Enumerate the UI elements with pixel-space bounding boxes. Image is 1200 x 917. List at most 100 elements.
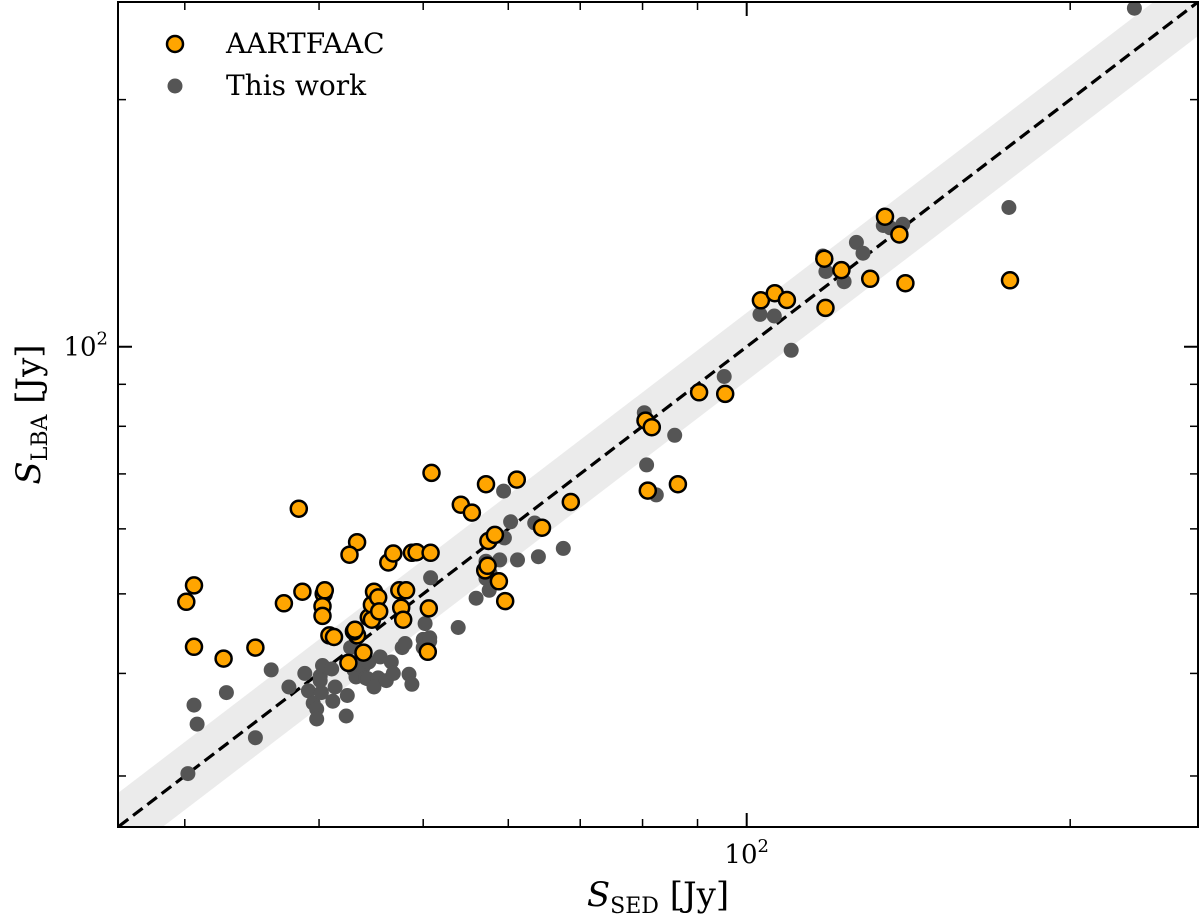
reference-line [118,2,1198,827]
scatter-point-aartfaac [816,298,835,318]
scatter-point-this-work [186,697,202,713]
scatter-point-aartfaac [315,581,335,600]
scatter-point-this-work [530,549,546,565]
scatter-point-this-work [510,552,525,568]
scatter-point-aartfaac [689,383,709,402]
scatter-point-this-work [555,540,571,556]
scatter-point-this-work [848,234,864,250]
scatter-point-this-work [325,693,341,709]
y-axis-label: SLBA [Jy] [9,344,53,484]
legend-label-this-work: This work [226,69,367,102]
scatter-point-aartfaac [668,474,688,494]
scatter-point-this-work [1001,200,1017,215]
scatter-point-this-work [639,457,655,473]
scatter-point-this-work [783,342,799,358]
scatter-point-this-work [339,688,355,703]
scatter-point-aartfaac [642,417,662,437]
scatter-point-aartfaac [177,592,196,612]
scatter-point-this-work [309,711,325,727]
scatter-point-aartfaac [495,591,515,611]
y-tick-label: 102 [63,329,108,363]
scatter-point-aartfaac [532,518,552,537]
scatter-point-this-work [503,514,519,530]
plot-frame [117,1,1199,828]
scatter-point-aartfaac [184,637,204,657]
scatter-point-this-work [468,590,484,606]
x-axis-label: SSED [Jy] [587,875,729,917]
scatter-point-aartfaac [485,525,505,545]
scatter-point-aartfaac [507,470,527,489]
scatter-point-aartfaac [313,606,332,626]
scatter-point-aartfaac [421,543,440,563]
scatter-point-this-work [855,245,871,261]
scatter-point-aartfaac [896,273,915,293]
scatter-point-this-work [450,620,466,635]
scatter-point-this-work [667,427,683,443]
scatter-point-aartfaac [777,290,797,310]
scatter-point-aartfaac [638,481,658,500]
scatter-point-aartfaac [476,474,496,494]
scatter-point-this-work [247,730,263,746]
scatter-point-this-work [404,676,420,692]
scatter-point-aartfaac [561,492,581,512]
scatter-point-aartfaac [489,572,509,591]
scatter-point-this-work [297,665,313,681]
scatter-point-aartfaac [184,576,204,595]
legend-marker-this-work [167,78,183,94]
scatter-point-aartfaac [339,653,358,673]
scatter-point-this-work [417,616,433,632]
scatter-point-aartfaac [462,503,482,522]
scatter-point-this-work [716,369,732,384]
scatter-point-this-work [423,570,439,586]
scatter-point-aartfaac [815,249,834,268]
x-tick-label: 102 [724,836,769,870]
scatter-point-this-work [189,716,205,732]
scatter-point-this-work [300,683,316,699]
scatter-point-aartfaac [384,544,403,563]
scatter-point-aartfaac [860,269,880,289]
scatter-point-this-work [422,630,438,646]
scatter-point-this-work [327,679,343,695]
scatter-point-aartfaac [832,260,851,280]
scatter-point-aartfaac [875,207,895,226]
scatter-point-this-work [496,483,512,499]
legend-marker-aartfaac [165,34,185,54]
scatter-point-aartfaac [478,556,497,576]
scatter-point-aartfaac [324,627,344,647]
scatter-point-this-work [281,679,297,695]
scatter-point-aartfaac [246,638,265,657]
scatter-band [118,2,1198,827]
scatter-point-this-work [324,661,340,677]
scatter-point-this-work [397,636,413,651]
scatter-point-aartfaac [214,649,233,668]
scatter-point-aartfaac [715,384,735,404]
scatter-point-this-work [752,306,768,322]
scatter-point-aartfaac [418,642,438,662]
scatter-point-aartfaac [422,463,441,483]
scatter-point-this-work [766,308,782,324]
legend-label-aartfaac: AARTFAAC [225,27,385,60]
scatter-point-this-work [313,685,329,701]
scatter-point-aartfaac [293,582,312,601]
scatter-point-aartfaac [354,643,373,662]
scatter-point-aartfaac [345,620,365,640]
scatter-point-aartfaac [369,602,389,621]
scatter-point-aartfaac [274,594,294,613]
scatter-point-this-work [1126,2,1142,16]
scatter-point-aartfaac [419,599,439,618]
scatter-point-this-work [312,673,328,689]
scatter-point-aartfaac [396,581,416,600]
scatter-point-aartfaac [1000,271,1020,290]
scatter-point-this-work [338,708,354,724]
scatter-point-aartfaac [340,545,359,564]
scatter-point-this-work [385,665,401,681]
scatter-point-this-work [180,766,196,782]
scatter-point-aartfaac [890,225,909,244]
scatter-point-this-work [818,264,834,279]
scatter-point-aartfaac [393,610,413,629]
scatter-point-this-work [218,685,234,701]
scatter-point-this-work [383,654,399,670]
scatter-point-this-work [263,662,279,678]
scatter-point-this-work [366,679,382,695]
